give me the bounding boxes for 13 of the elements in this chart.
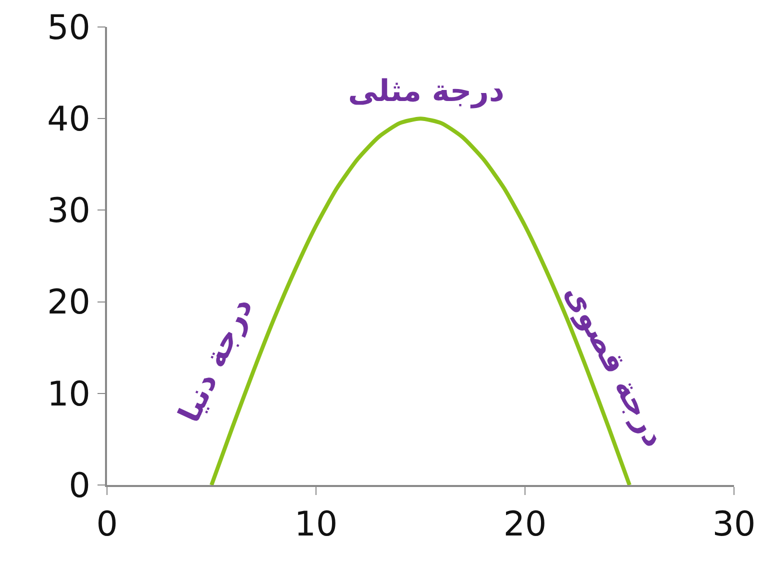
x-tick-label: 10: [294, 504, 338, 545]
y-tick-label: 0: [68, 466, 90, 506]
annotation: درجة دنيا: [172, 292, 260, 428]
y-tick-label: 10: [47, 374, 90, 414]
x-tick-label: 0: [96, 504, 118, 545]
annotation: درجة مثلى: [348, 74, 504, 109]
y-tick-label: 30: [47, 191, 90, 232]
y-tick-label: 50: [47, 8, 90, 48]
y-tick-label: 40: [47, 100, 90, 140]
x-tick-label: 20: [503, 504, 547, 545]
x-tick-label: 30: [712, 504, 756, 545]
y-tick-label: 20: [47, 282, 90, 323]
annotation: درجة قصوى: [557, 278, 672, 453]
